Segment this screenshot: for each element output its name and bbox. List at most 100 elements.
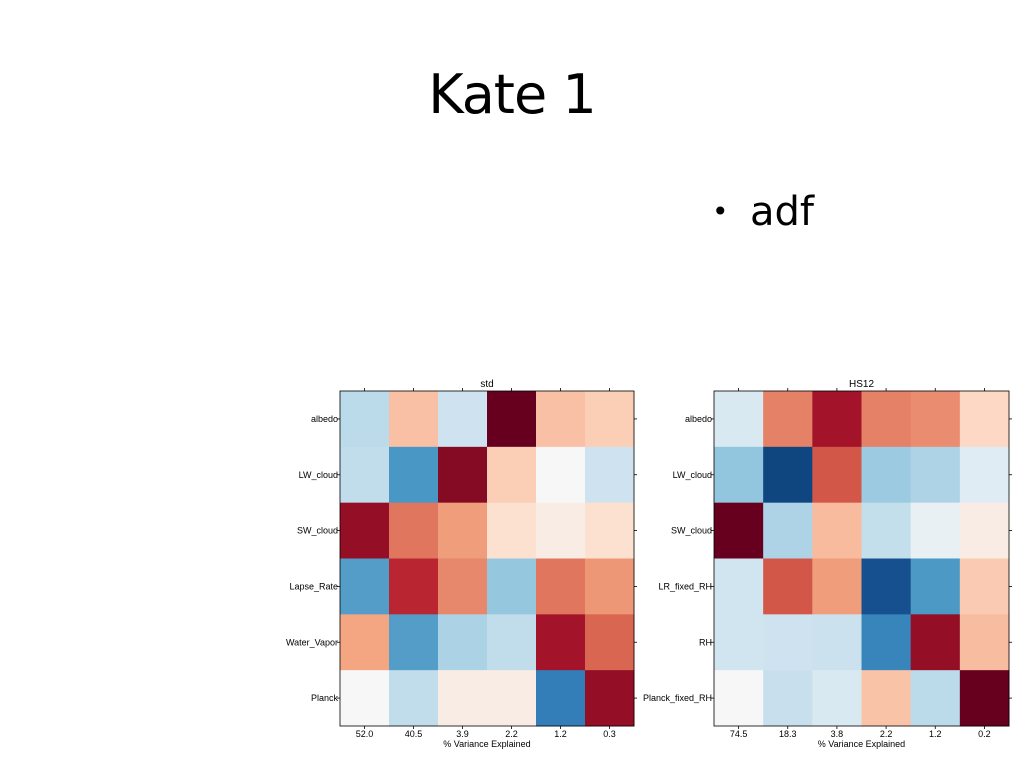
heatmap-cell xyxy=(714,391,764,448)
heatmap-cell xyxy=(438,446,488,504)
heatmap-cell xyxy=(812,446,862,504)
heatmap-cell xyxy=(714,670,764,727)
y-tick-label: Lapse_Rate xyxy=(289,581,338,591)
heatmap-cell xyxy=(812,558,862,615)
heatmap-cell xyxy=(389,502,439,559)
heatmap-cell xyxy=(714,502,764,559)
bullet-list: • adf xyxy=(712,188,814,236)
y-tick-label: SW_cloud xyxy=(671,526,712,536)
y-tick-label: albedo xyxy=(311,414,338,424)
heatmap-cell xyxy=(438,391,488,448)
heatmap-cell xyxy=(438,614,488,671)
heatmap-cell xyxy=(763,502,813,559)
bullet-icon: • xyxy=(712,195,729,228)
heatmap-cell xyxy=(861,670,912,727)
heatmap-cell xyxy=(389,446,439,504)
heatmap-cell xyxy=(487,446,537,504)
plot-frame xyxy=(713,390,1010,727)
heatmap-cell xyxy=(861,614,912,671)
x-tick-label: 52.0 xyxy=(356,729,374,739)
x-tick-label: 74.5 xyxy=(730,729,748,739)
x-tick-label: 1.2 xyxy=(929,729,942,739)
heatmap-cell xyxy=(959,446,1010,504)
y-tick-label: Planck xyxy=(311,693,339,703)
heatmap-cell xyxy=(340,446,390,504)
heatmap-cell xyxy=(487,670,537,727)
x-tick-label: 1.2 xyxy=(554,729,567,739)
x-tick-label: 3.9 xyxy=(456,729,469,739)
heatmap-cell xyxy=(438,558,488,615)
y-tick-label: albedo xyxy=(685,414,712,424)
heatmap-cell xyxy=(536,391,586,448)
y-tick-label: Water_Vapor xyxy=(286,637,338,647)
heatmap-cell xyxy=(763,446,813,504)
bullet-item: • adf xyxy=(712,188,814,236)
x-axis-label: % Variance Explained xyxy=(818,739,905,749)
heatmap-cell xyxy=(585,502,635,559)
chart-title: std xyxy=(480,379,493,390)
heatmap-cell xyxy=(389,614,439,671)
heatmap-cell xyxy=(714,614,764,671)
heatmap-cell xyxy=(487,391,537,448)
heatmap-cell xyxy=(487,614,537,671)
heatmap-cell xyxy=(714,558,764,615)
y-tick-label: LW_cloud xyxy=(299,470,338,480)
x-axis-label: % Variance Explained xyxy=(443,739,530,749)
heatmap-cell xyxy=(861,391,912,448)
heatmap-cell xyxy=(959,614,1010,671)
heatmap-cell xyxy=(340,391,390,448)
heatmap-cell xyxy=(910,614,961,671)
heatmap-cell xyxy=(910,558,961,615)
y-tick-label: LR_fixed_RH xyxy=(658,581,712,591)
y-tick-label: LW_cloud xyxy=(673,470,712,480)
y-tick-label: Planck_fixed_RH xyxy=(643,693,712,703)
y-tick-label: RH xyxy=(699,637,712,647)
x-tick-label: 0.2 xyxy=(978,729,991,739)
heatmap-cell xyxy=(812,614,862,671)
heatmap-cell xyxy=(536,614,586,671)
bullet-text: adf xyxy=(750,189,814,235)
heatmap-cell xyxy=(536,502,586,559)
heatmap-cell xyxy=(959,502,1010,559)
heatmap-cell xyxy=(536,558,586,615)
heatmap-cell xyxy=(340,614,390,671)
y-tick-label: SW_cloud xyxy=(297,526,338,536)
heatmap-cell xyxy=(910,502,961,559)
chart-title: HS12 xyxy=(849,379,874,390)
x-tick-label: 2.2 xyxy=(880,729,893,739)
x-tick-label: 18.3 xyxy=(779,729,797,739)
heatmap-cell xyxy=(438,502,488,559)
heatmap-cell xyxy=(340,670,390,727)
heatmap-cell xyxy=(763,670,813,727)
heatmap-cell xyxy=(861,502,912,559)
heatmap-cell xyxy=(763,558,813,615)
slide-title: Kate 1 xyxy=(428,63,596,126)
x-tick-label: 3.8 xyxy=(831,729,844,739)
heatmap-cell xyxy=(763,614,813,671)
heatmap-cell xyxy=(812,391,862,448)
heatmap-cell xyxy=(910,446,961,504)
heatmap-cell xyxy=(536,670,586,727)
x-tick-label: 40.5 xyxy=(405,729,423,739)
heatmap-cell xyxy=(585,614,635,671)
heatmap-cell xyxy=(340,502,390,559)
heatmap-cell xyxy=(585,391,635,448)
heatmap-cell xyxy=(812,670,862,727)
heatmap-cell xyxy=(536,446,586,504)
heatmap-cell xyxy=(763,391,813,448)
heatmap-cell xyxy=(812,502,862,559)
heatmap-cell xyxy=(585,670,635,727)
heatmap-cell xyxy=(389,558,439,615)
heatmap-cell xyxy=(389,670,439,727)
heatmap-cell xyxy=(487,558,537,615)
heatmap-cell xyxy=(585,558,635,615)
heatmap-cell xyxy=(910,391,961,448)
heatmap-cell xyxy=(861,446,912,504)
x-tick-label: 2.2 xyxy=(505,729,518,739)
heatmap-cell xyxy=(959,391,1010,448)
heatmap-cell xyxy=(585,446,635,504)
heatmap-cell xyxy=(487,502,537,559)
plot-frame xyxy=(339,390,635,727)
heatmap-cell xyxy=(714,446,764,504)
